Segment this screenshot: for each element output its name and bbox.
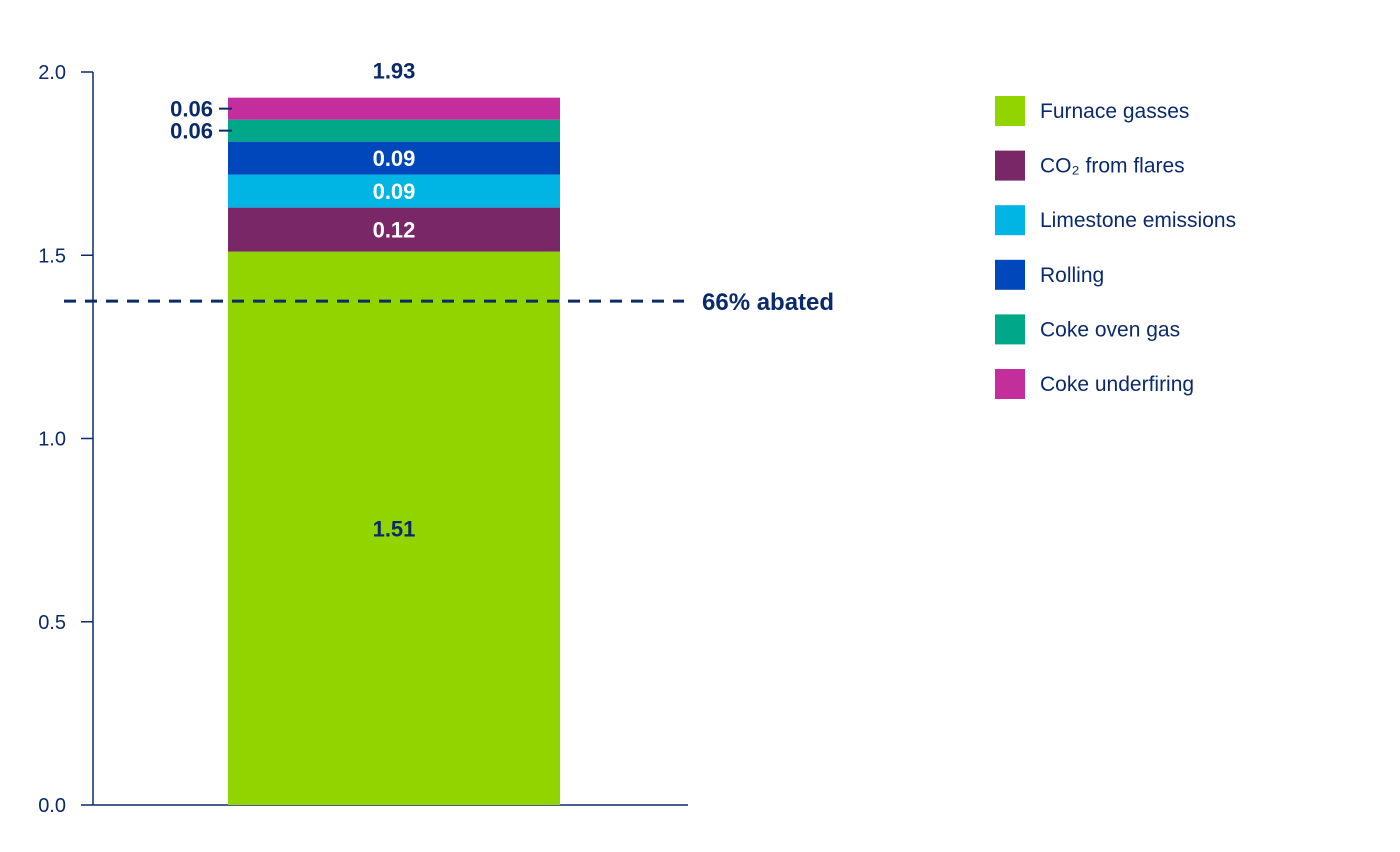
legend-label: Rolling [1040,264,1104,287]
legend-swatch [995,205,1025,236]
segment-label: 0.06 [170,119,213,144]
bar-segment [228,119,560,142]
y-tick-label: 1.0 [38,429,66,451]
y-tick-label: 2.0 [38,62,66,84]
legend-label: Furnace gasses [1040,100,1189,123]
bar-segment [228,141,560,175]
bar-segment [228,174,560,208]
legend-swatch [995,96,1025,126]
legend: Furnace gasses CO₂ from flares Limestone e… [995,96,1236,399]
segment-labels: 1.51 0.12 0.09 0.09 0.060.06 1.93 [170,59,415,542]
total-label: 1.93 [373,59,416,84]
segment-label: 1.51 [373,516,416,541]
reference-line-label: 66% abated [702,289,834,316]
reference-line-group: 66% abated [64,289,834,316]
y-tick-label: 1.5 [38,245,66,267]
bar-segment [228,251,560,805]
y-axis: 0.0 0.5 1.0 1.5 2.0 [38,62,688,817]
legend-item: CO₂ from flares [995,150,1185,181]
legend-item: Limestone emissions [995,205,1236,236]
legend-item: Coke underfiring [995,369,1194,399]
y-tick-label: 0.0 [38,795,66,817]
legend-label: CO₂ from flares [1040,155,1185,178]
legend-label: Limestone emissions [1040,209,1236,232]
segment-label: 0.09 [373,179,416,204]
legend-item: Rolling [995,259,1104,290]
stacked-bar [228,97,560,805]
legend-swatch [995,314,1025,345]
segment-label: 0.06 [170,97,213,122]
segment-label: 0.09 [373,146,416,171]
bar-segment [228,207,560,252]
bar-segment [228,97,560,120]
legend-item: Furnace gasses [995,96,1189,126]
legend-label: Coke oven gas [1040,318,1180,341]
segment-label: 0.12 [373,218,416,243]
legend-item: Coke oven gas [995,314,1180,345]
legend-label: Coke underfiring [1040,373,1194,396]
y-tick-label: 0.5 [38,612,66,634]
legend-swatch [995,259,1025,290]
legend-swatch [995,369,1025,399]
legend-swatch [995,150,1025,181]
